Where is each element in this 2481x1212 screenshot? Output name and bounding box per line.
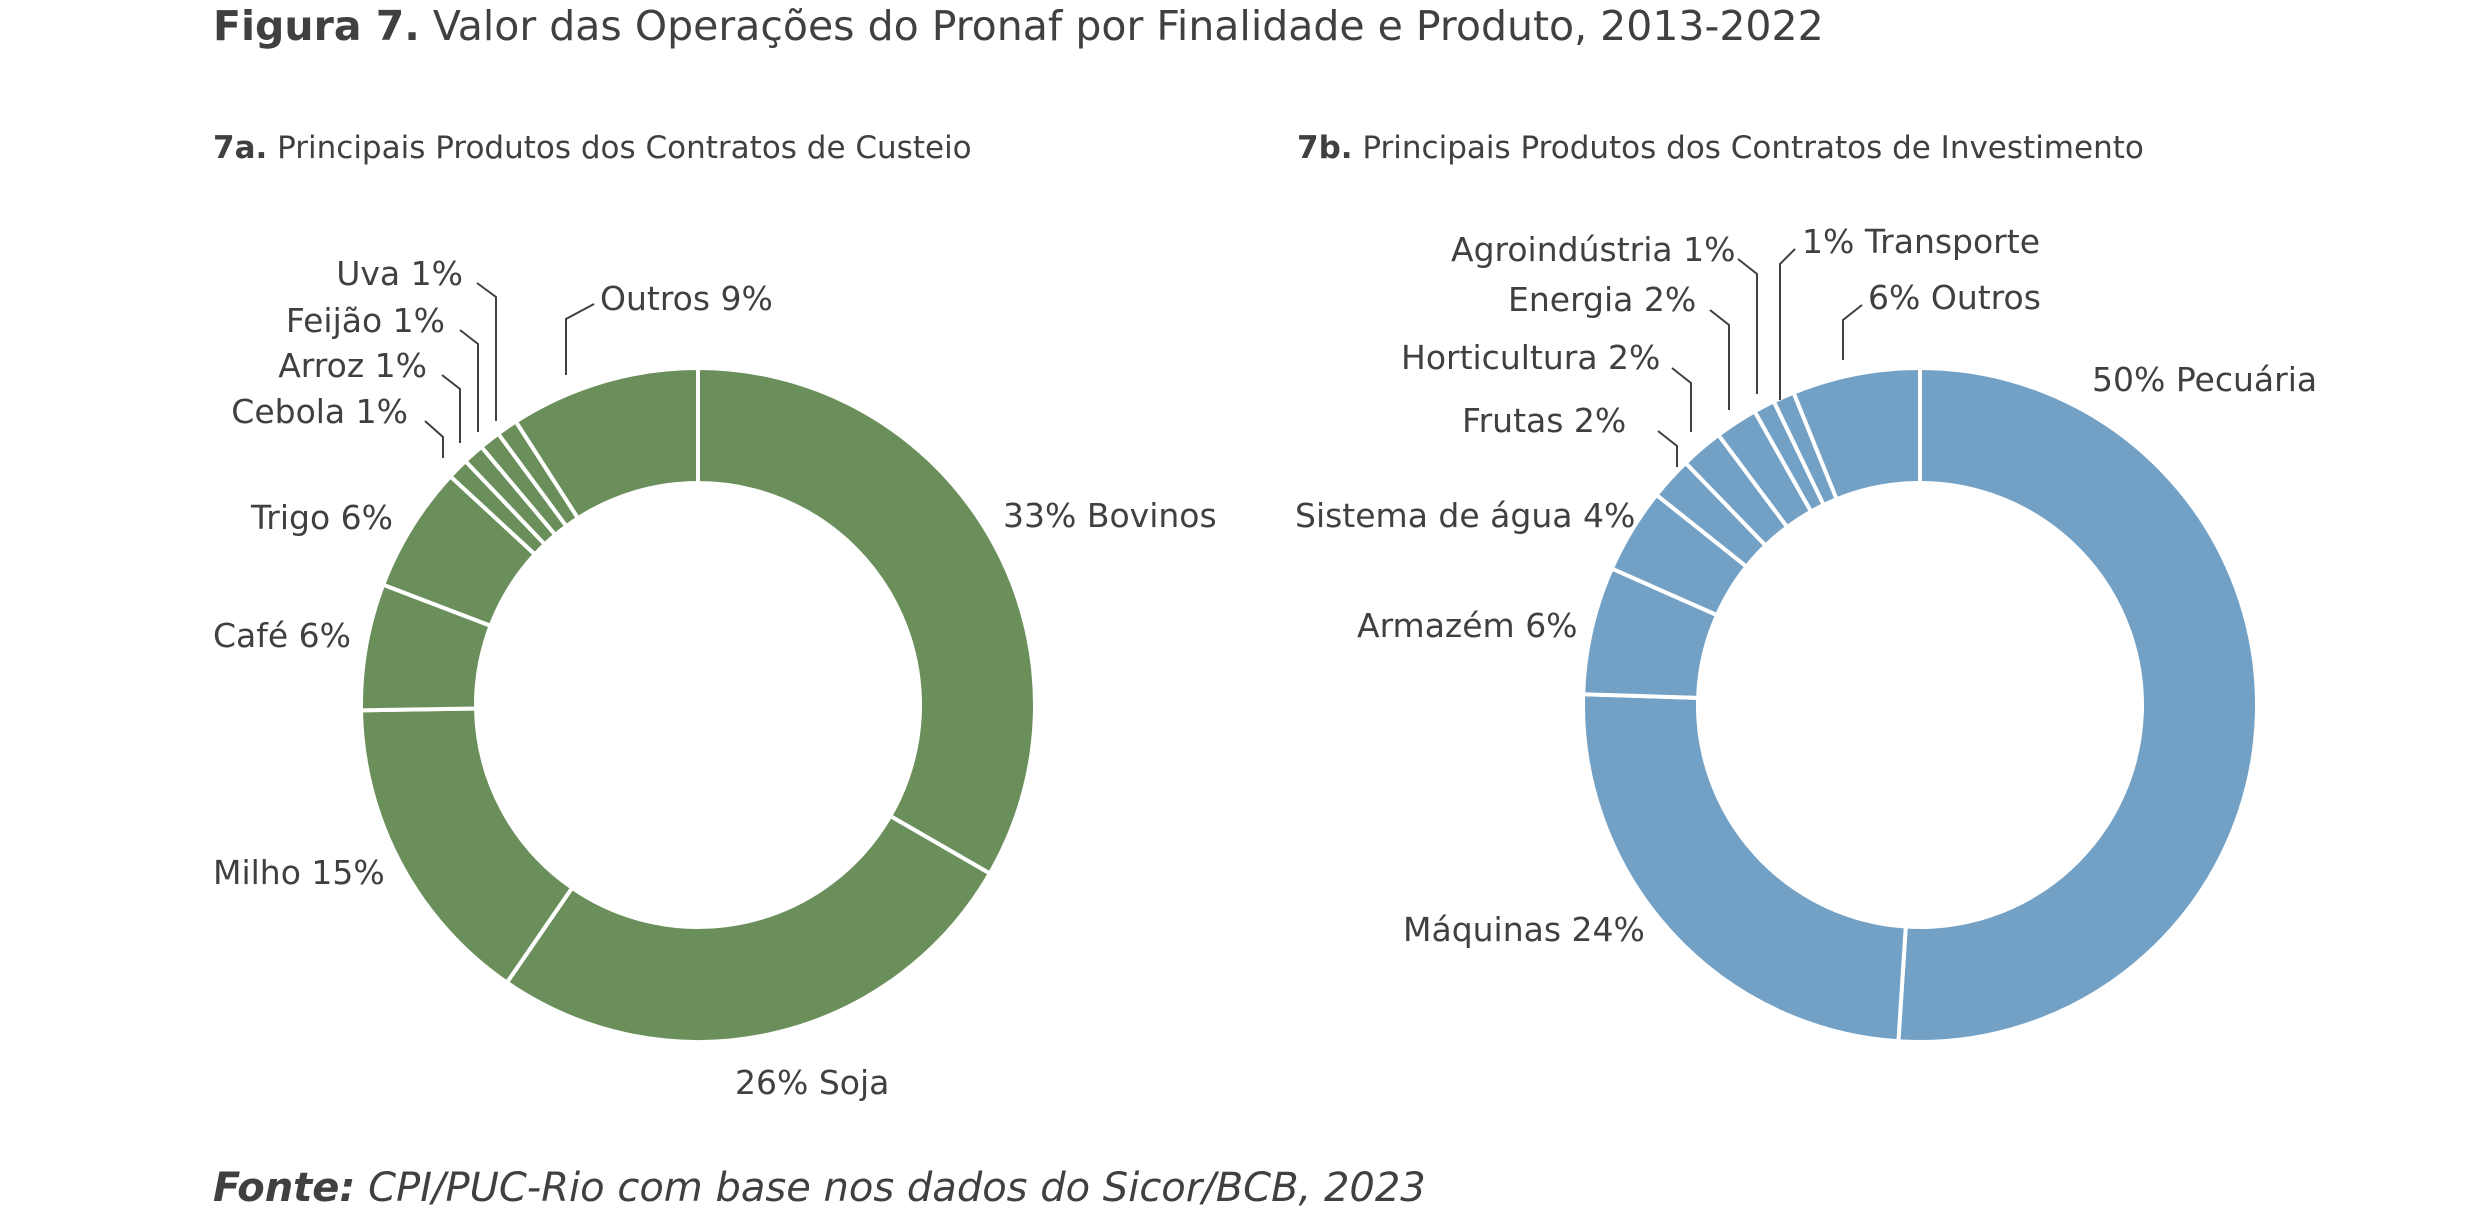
figure-title: Figura 7. Valor das Operações do Pronaf … — [213, 0, 1824, 52]
chart-a-leader-feijao — [459, 329, 479, 432]
chart-b-label-pecuaria: 50% Pecuária — [2092, 360, 2317, 399]
chart-a-slice-outros — [513, 365, 700, 522]
chart-b-slice-outros — [1790, 365, 1922, 502]
chart-b-label-frutas: Frutas 2% — [1462, 401, 1626, 440]
chart-b-panel-label: 7b. — [1297, 130, 1353, 166]
source-text: CPI/PUC-Rio com base nos dados do Sicor/… — [368, 1165, 1426, 1211]
chart-a-label-soja: 26% Soja — [735, 1063, 889, 1102]
chart-a-label-trigo: Trigo 6% — [250, 498, 393, 537]
chart-a-slice-soja — [504, 813, 993, 1044]
chart-a-label-cafe: Café 6% — [213, 616, 351, 655]
chart-a-label-bovinos: 33% Bovinos — [1003, 496, 1217, 535]
chart-a-leader-outros — [565, 303, 595, 375]
chart-a-slice-bovinos — [696, 365, 1037, 877]
chart-b-label-sistema-de-agua: Sistema de água 4% — [1295, 496, 1635, 535]
chart-b-leader-outros — [1842, 304, 1863, 360]
chart-b-label-armazem: Armazém 6% — [1357, 606, 1578, 645]
chart-a-panel-label: 7a. — [213, 130, 268, 166]
chart-a-label-cebola: Cebola 1% — [231, 392, 408, 431]
chart-b-leader-horticultura — [1671, 367, 1692, 432]
chart-b-label-agroindustria: Agroindústria 1% — [1451, 230, 1735, 269]
chart-b-label-horticultura: Horticultura 2% — [1401, 338, 1660, 377]
chart-a-donut: 33% Bovinos 26% Soja Milho 15% Café 6% Trigo… — [213, 254, 1217, 1102]
chart-a-leader-cebola — [424, 420, 444, 458]
chart-b-leader-transporte — [1779, 248, 1796, 400]
chart-b-leader-frutas — [1657, 430, 1678, 467]
chart-b-leader-energia — [1709, 309, 1730, 410]
chart-b-label-transporte: 1% Transporte — [1802, 222, 2040, 261]
chart-b-label-energia: Energia 2% — [1508, 280, 1696, 319]
chart-b-donut: 50% Pecuária Máquinas 24% Armazém 6% Sistem… — [1295, 222, 2317, 1044]
chart-b-title-text: Principais Produtos dos Contratos de Inv… — [1362, 130, 2144, 166]
chart-a-title: 7a. Principais Produtos dos Contratos de… — [213, 128, 972, 168]
chart-b-title: 7b. Principais Produtos dos Contratos de… — [1297, 128, 2144, 168]
chart-a-label-feijao: Feijão 1% — [286, 301, 445, 340]
chart-b-label-outros: 6% Outros — [1868, 278, 2041, 317]
source-label: Fonte: — [213, 1165, 356, 1211]
chart-a-leader-uva — [476, 282, 497, 421]
chart-a-label-outros: Outros 9% — [600, 279, 773, 318]
chart-a-title-text: Principais Produtos dos Contratos de Cus… — [277, 130, 972, 166]
figure-title-text: Valor das Operações do Pronaf por Finali… — [432, 2, 1824, 50]
chart-b-slice-maquinas — [1581, 692, 1908, 1044]
chart-a-label-uva: Uva 1% — [336, 254, 463, 293]
chart-b-slice-pecuaria — [1896, 365, 2259, 1044]
chart-a-label-arroz: Arroz 1% — [278, 346, 427, 385]
chart-b-leader-agroindustria — [1737, 258, 1758, 394]
chart-a-leader-arroz — [441, 374, 461, 443]
figure-label: Figura 7. — [213, 2, 420, 50]
chart-b-label-maquinas: Máquinas 24% — [1403, 910, 1645, 949]
source-note: Fonte: CPI/PUC-Rio com base nos dados do… — [213, 1164, 1426, 1212]
chart-a-label-milho: Milho 15% — [213, 853, 385, 892]
